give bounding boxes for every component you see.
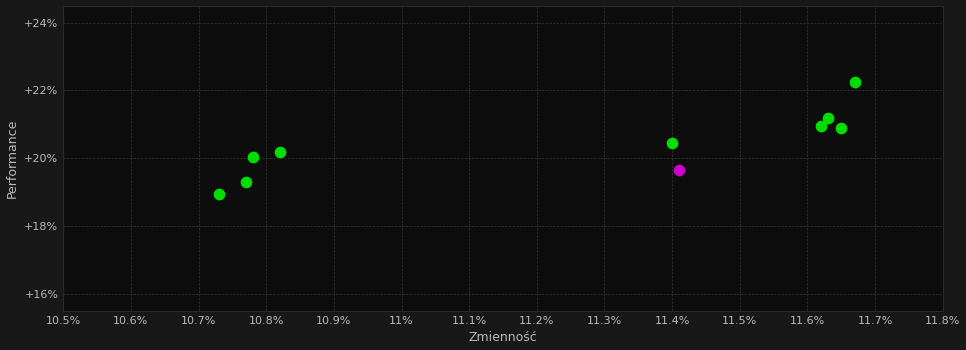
X-axis label: Zmienność: Zmienność [469, 331, 537, 344]
Point [820, 115, 836, 120]
Point [245, 154, 261, 159]
Point [813, 123, 829, 129]
Point [671, 167, 687, 173]
Y-axis label: Performance: Performance [6, 119, 18, 198]
Point [834, 125, 849, 131]
Point [665, 140, 680, 146]
Point [272, 149, 288, 154]
Point [212, 191, 227, 197]
Point [847, 79, 863, 85]
Point [239, 179, 254, 185]
